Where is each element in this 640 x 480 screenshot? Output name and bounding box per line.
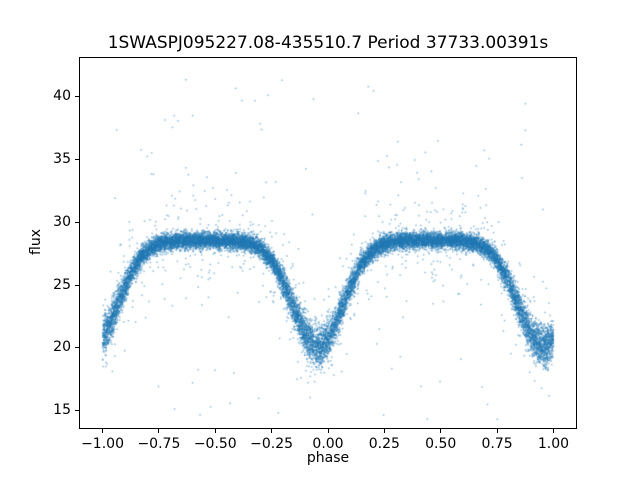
y-tick-label: 15 [53,401,71,418]
x-tick-mark [158,429,160,433]
x-tick-mark [327,429,329,433]
x-tick-label: 1.00 [537,436,570,452]
x-tick-mark [383,429,385,433]
y-tick-label: 30 [53,213,71,230]
x-tick-label: −0.75 [137,436,181,452]
y-tick-mark [75,221,79,223]
scatter-canvas [80,58,576,428]
x-tick-label: 0.75 [481,436,513,452]
chart-title: 1SWASPJ095227.08-435510.7 Period 37733.0… [107,33,549,53]
x-tick-mark [440,429,442,433]
x-axis-label: phase [306,450,350,466]
y-axis-label: flux [28,229,44,255]
y-tick-mark [75,96,79,98]
x-tick-mark [271,429,273,433]
x-tick-mark [214,429,216,433]
y-tick-label: 35 [53,151,71,168]
x-tick-label: 0.25 [368,436,400,452]
x-tick-label: 0.50 [425,436,457,452]
x-tick-mark [552,429,554,433]
x-tick-label: −0.50 [193,436,237,452]
x-tick-label: 0.00 [312,436,344,452]
y-tick-label: 20 [53,339,71,356]
y-tick-mark [75,159,79,161]
y-tick-mark [75,284,79,286]
y-tick-label: 40 [53,88,71,105]
x-tick-label: −0.25 [250,436,294,452]
y-tick-mark [75,347,79,349]
plot-area [79,57,577,429]
y-tick-mark [75,409,79,411]
y-tick-label: 25 [53,276,71,293]
x-tick-label: −1.00 [81,436,124,452]
x-tick-mark [496,429,498,433]
x-tick-mark [102,429,104,433]
